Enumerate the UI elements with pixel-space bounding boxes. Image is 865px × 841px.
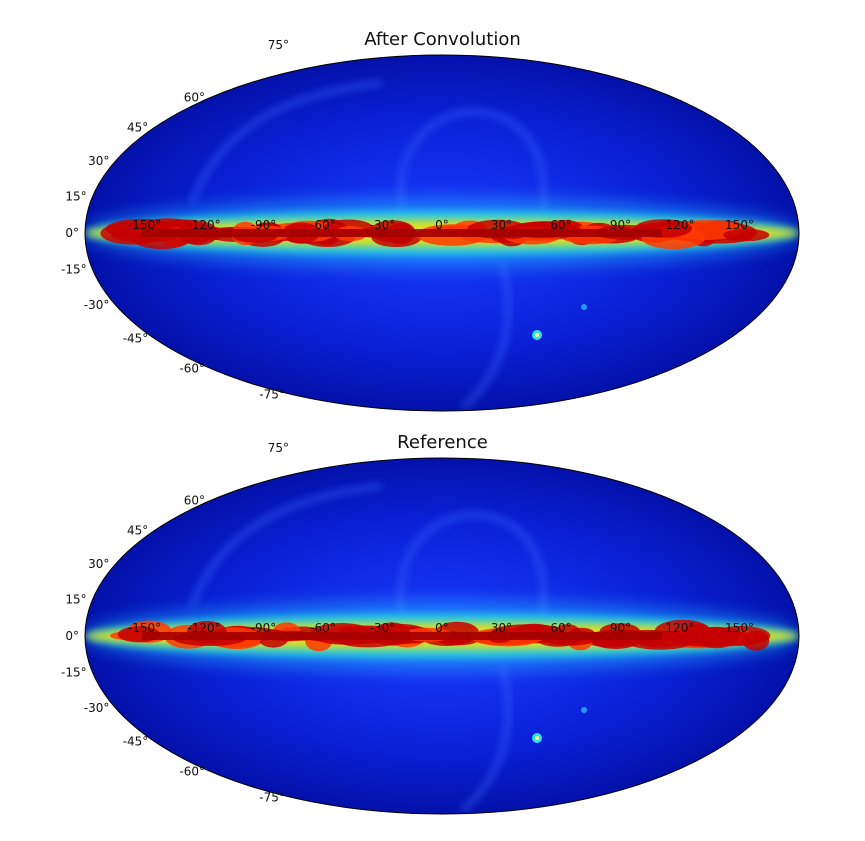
sky-map-image [85,458,799,814]
lat-tick-label: -75° [259,790,285,804]
sky-map-image [85,55,799,411]
map-outline [84,54,800,412]
lon-tick-label: 150° [725,621,754,635]
lat-tick-label: 60° [184,90,205,104]
lat-tick-label: 45° [127,524,148,538]
chart-title: After Convolution [364,29,521,50]
lon-tick-label: -30° [370,218,396,232]
lon-tick-label: -150° [128,621,161,635]
lon-tick-label: 60° [550,621,571,635]
lon-tick-label: -60° [310,621,336,635]
lat-tick-label: -30° [84,298,110,312]
chart-title: Reference [397,432,488,453]
lat-tick-label: -15° [61,665,87,679]
map-outline [84,457,800,815]
lon-tick-label: 90° [610,218,631,232]
mollweide-map-after-convolution: 75° 60° 45° 30° 15° 0° -15° -30° -45° -60° -75° -15… [61,38,800,412]
lat-tick-label: -30° [84,701,110,715]
lon-tick-label: 30° [491,218,512,232]
lat-tick-label: 0° [65,226,79,240]
lon-tick-label: 60° [550,218,571,232]
lat-tick-label: 60° [184,493,205,507]
lon-tick-label: 90° [610,621,631,635]
lon-tick-label: -90° [251,218,277,232]
mollweide-map-reference: 75° 60° 45° 30° 15° 0° -15° -30° -45° -60° -75° -15… [61,441,800,815]
lon-tick-label: 0° [435,218,449,232]
lat-tick-label: -60° [179,362,205,376]
lon-tick-label: -60° [310,218,336,232]
lat-tick-label: 75° [268,38,289,52]
lat-tick-label: 15° [65,593,86,607]
chart-panel-reference: Reference 75° 60° 45° 30° 15° 0° -15° -30° -45° -… [0,420,865,841]
lat-tick-label: 30° [88,557,109,571]
lon-tick-label: 0° [435,621,449,635]
lat-tick-label: -45° [123,734,149,748]
lon-tick-label: -120° [187,621,220,635]
lat-tick-label: 75° [268,441,289,455]
lat-tick-label: 15° [65,190,86,204]
lon-tick-label: -30° [370,621,396,635]
lat-tick-label: -15° [61,262,87,276]
lon-tick-label: -150° [128,218,161,232]
lat-tick-label: 45° [127,121,148,135]
lat-tick-label: 30° [88,154,109,168]
lon-tick-label: 120° [666,218,695,232]
lon-tick-label: 120° [666,621,695,635]
lon-tick-label: -90° [251,621,277,635]
lat-tick-label: -60° [179,765,205,779]
lon-tick-label: 30° [491,621,512,635]
lon-tick-label: -120° [187,218,220,232]
lat-tick-label: -75° [259,387,285,401]
lat-tick-label: -45° [123,331,149,345]
lat-tick-label: 0° [65,629,79,643]
lon-tick-label: 150° [725,218,754,232]
chart-panel-after-convolution: After Convolution 75° 60° 45° 30° 15° 0° -15° -… [0,0,865,420]
